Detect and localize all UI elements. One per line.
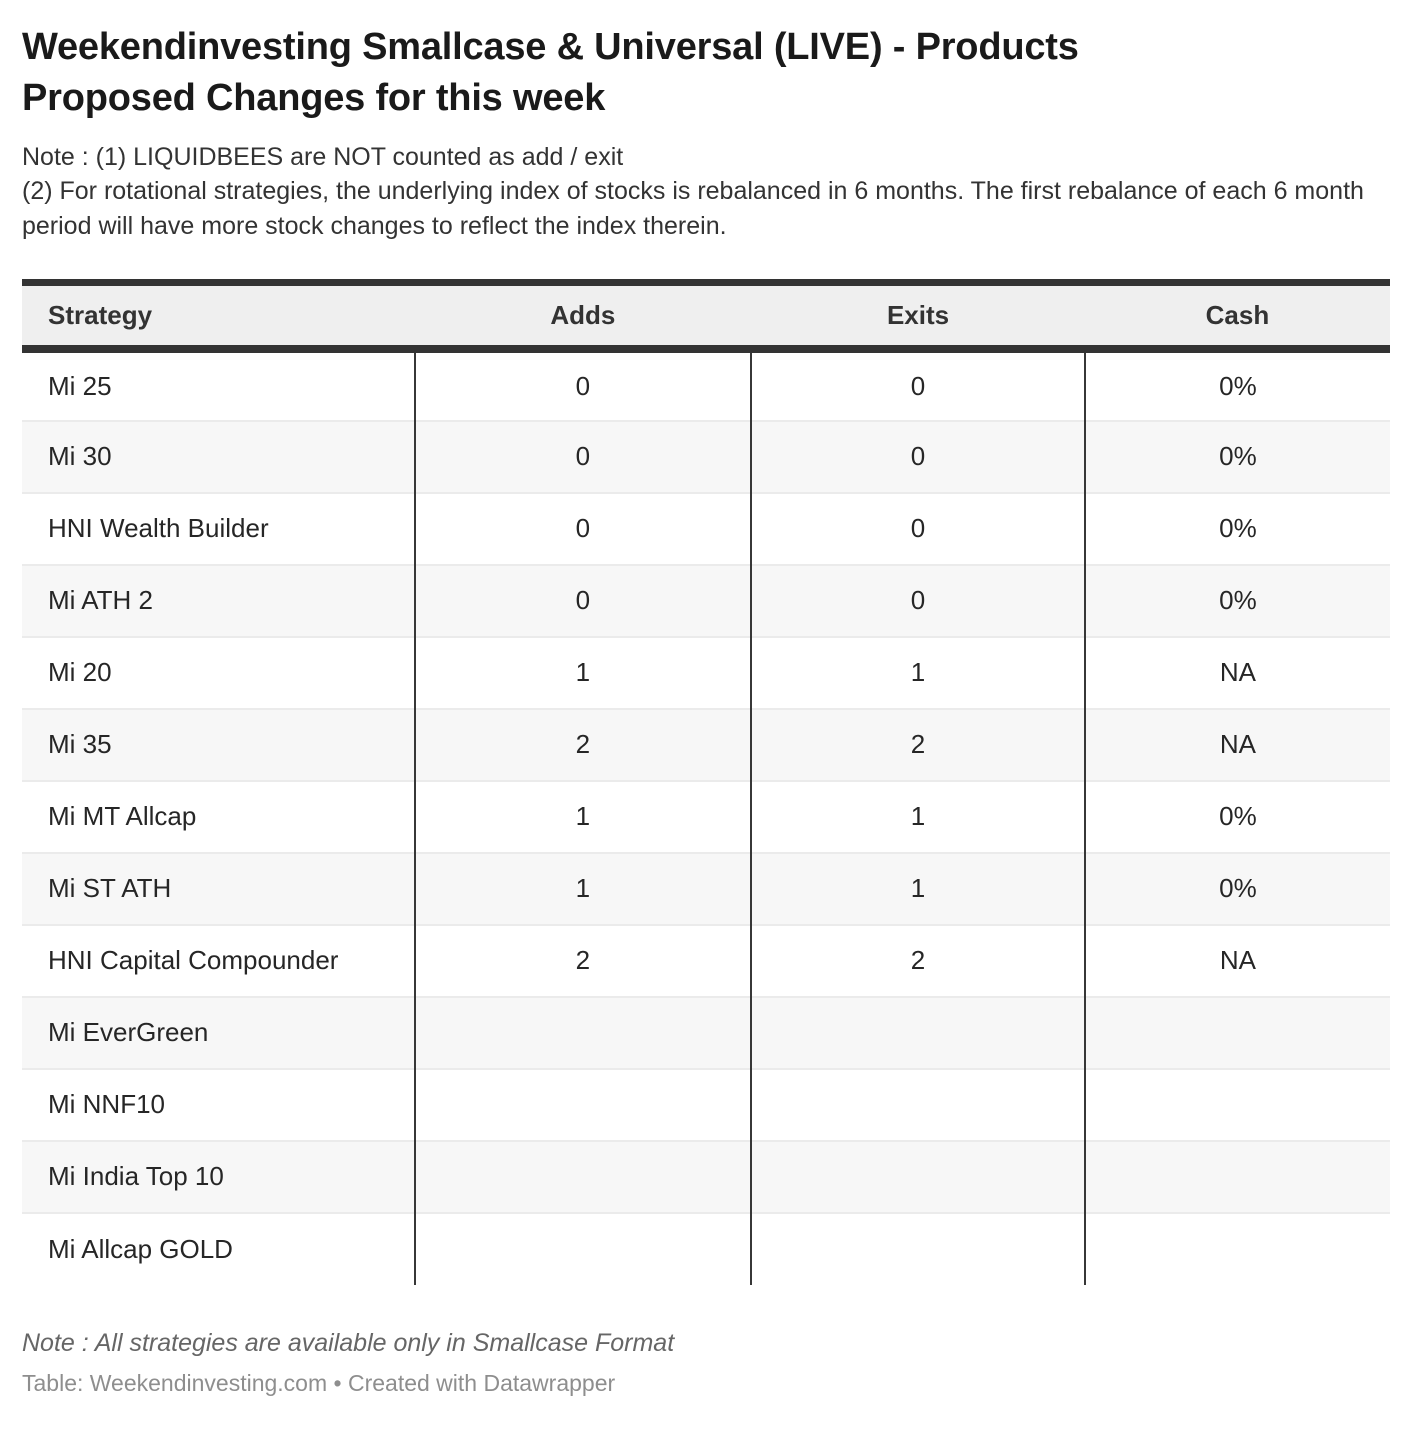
cell-adds <box>413 1211 752 1285</box>
table-row: Mi 35 2 2 NA <box>22 707 1390 781</box>
cell-strategy: Mi 20 <box>22 635 415 709</box>
table-body: Mi 25 0 0 0% Mi 30 0 0 0% HNI Wealth Builder 0 0 0%… <box>22 348 1390 1285</box>
cell-strategy: Mi EverGreen <box>22 995 415 1069</box>
table-header-row: Strategy Adds Exits Cash <box>22 279 1390 353</box>
cell-cash: 0% <box>1083 419 1390 493</box>
cell-exits: 0 <box>750 348 1085 421</box>
cell-adds: 0 <box>413 491 752 565</box>
column-header-strategy: Strategy <box>22 279 415 353</box>
table-row: HNI Capital Compounder 2 2 NA <box>22 923 1390 997</box>
cell-exits: 2 <box>750 923 1085 997</box>
cell-strategy: HNI Wealth Builder <box>22 491 415 565</box>
table-row: Mi ST ATH 1 1 0% <box>22 851 1390 925</box>
cell-strategy: Mi MT Allcap <box>22 779 415 853</box>
cell-exits: 1 <box>750 851 1085 925</box>
table-row: Mi India Top 10 <box>22 1139 1390 1213</box>
table-row: Mi Allcap GOLD <box>22 1211 1390 1285</box>
column-header-exits: Exits <box>751 279 1085 353</box>
source-attribution: Table: Weekendinvesting.com • Created wi… <box>22 1369 616 1396</box>
strategy-changes-table: Strategy Adds Exits Cash Mi 25 0 0 0% Mi 30 0… <box>22 279 1390 1285</box>
cell-strategy: Mi ST ATH <box>22 851 415 925</box>
cell-exits <box>750 1211 1085 1285</box>
cell-strategy: HNI Capital Compounder <box>22 923 415 997</box>
cell-cash <box>1083 1139 1390 1213</box>
cell-adds: 1 <box>413 851 752 925</box>
cell-adds: 0 <box>413 419 752 493</box>
table-row: Mi MT Allcap 1 1 0% <box>22 779 1390 853</box>
cell-strategy: Mi NNF10 <box>22 1067 415 1141</box>
cell-exits: 0 <box>750 419 1085 493</box>
footer-note: Note : All strategies are available only… <box>22 1328 675 1357</box>
cell-exits <box>750 995 1085 1069</box>
cell-cash: 0% <box>1083 348 1390 421</box>
note-line-2: (2) For rotational strategies, the under… <box>22 177 1364 240</box>
cell-adds: 2 <box>413 707 752 781</box>
cell-exits: 1 <box>750 779 1085 853</box>
cell-exits: 1 <box>750 635 1085 709</box>
table-row: Mi ATH 2 0 0 0% <box>22 563 1390 637</box>
cell-exits: 2 <box>750 707 1085 781</box>
cell-adds: 1 <box>413 635 752 709</box>
cell-cash <box>1083 1067 1390 1141</box>
cell-cash: 0% <box>1083 851 1390 925</box>
table-row: Mi NNF10 <box>22 1067 1390 1141</box>
page-container: Weekendinvesting Smallcase & Universal (… <box>22 26 1390 1396</box>
cell-cash: NA <box>1083 707 1390 781</box>
cell-strategy: Mi India Top 10 <box>22 1139 415 1213</box>
table-row: Mi 30 0 0 0% <box>22 419 1390 493</box>
note-line-1: Note : (1) LIQUIDBEES are NOT counted as… <box>22 142 624 171</box>
cell-exits: 0 <box>750 491 1085 565</box>
cell-adds <box>413 1139 752 1213</box>
table-row: Mi 20 1 1 NA <box>22 635 1390 709</box>
cell-cash: NA <box>1083 635 1390 709</box>
cell-strategy: Mi 25 <box>48 370 112 401</box>
cell-cash: NA <box>1083 923 1390 997</box>
cell-adds: 2 <box>413 923 752 997</box>
page-title: Weekendinvesting Smallcase & Universal (… <box>22 26 1079 119</box>
table-header: Strategy Adds Exits Cash <box>22 279 1390 353</box>
table-row: Mi EverGreen <box>22 995 1390 1069</box>
notes-block: Note : (1) LIQUIDBEES are NOT counted as… <box>22 140 1390 244</box>
cell-strategy: Mi 30 <box>22 419 415 493</box>
cell-adds: 0 <box>413 348 752 421</box>
cell-adds: 0 <box>413 563 752 637</box>
cell-cash: 0% <box>1083 563 1390 637</box>
cell-exits <box>750 1139 1085 1213</box>
cell-strategy: Mi ATH 2 <box>22 563 415 637</box>
cell-exits: 0 <box>750 563 1085 637</box>
cell-cash <box>1083 1211 1390 1285</box>
column-header-adds: Adds <box>414 279 752 353</box>
cell-exits <box>750 1067 1085 1141</box>
cell-adds: 1 <box>413 779 752 853</box>
column-header-cash: Cash <box>1084 279 1390 353</box>
cell-cash: 0% <box>1083 779 1390 853</box>
cell-cash: 0% <box>1083 491 1390 565</box>
cell-strategy: Mi Allcap GOLD <box>22 1211 415 1285</box>
table-row: HNI Wealth Builder 0 0 0% <box>22 491 1390 565</box>
cell-adds <box>413 1067 752 1141</box>
table-row: Mi 25 0 0 0% <box>22 348 1390 421</box>
cell-adds <box>413 995 752 1069</box>
cell-strategy: Mi 35 <box>22 707 415 781</box>
cell-cash <box>1083 995 1390 1069</box>
